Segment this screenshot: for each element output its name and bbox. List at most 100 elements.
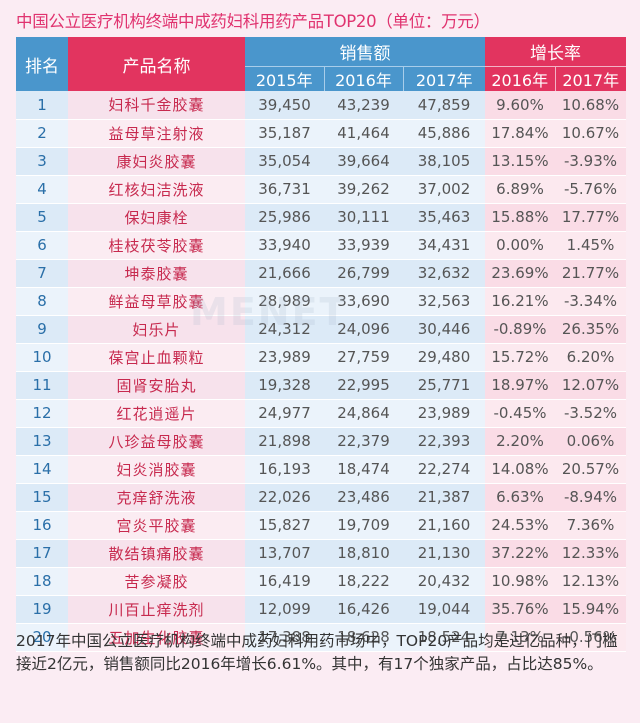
cell-sales-2017: 23,989 xyxy=(403,399,485,428)
cell-sales-2016: 41,464 xyxy=(324,119,403,148)
cell-sales-2017: 21,387 xyxy=(403,483,485,512)
table-row: 12 红花逍遥片 24,977 24,864 23,989 -0.45% -3.52% xyxy=(16,399,626,428)
cell-product-name: 五加生化胶囊 xyxy=(68,623,245,652)
cell-sales-2016: 22,379 xyxy=(324,427,403,456)
cell-product-name: 鲜益母草胶囊 xyxy=(68,287,245,316)
cell-sales-2017: 35,463 xyxy=(403,203,485,232)
table-body: 1 妇科千金胶囊 39,450 43,239 47,859 9.60% 10.68% 2 益母草… xyxy=(16,91,626,652)
table-row: 2 益母草注射液 35,187 41,464 45,886 17.84% 10.67% xyxy=(16,119,626,148)
cell-growth-2017: 20.57% xyxy=(555,455,626,484)
cell-rank: 5 xyxy=(16,203,68,232)
cell-growth-2017: 1.45% xyxy=(555,231,626,260)
cell-sales-2017: 29,480 xyxy=(403,343,485,372)
table-row: 17 散结镇痛胶囊 13,707 18,810 21,130 37.22% 12.33% xyxy=(16,539,626,568)
cell-rank: 17 xyxy=(16,539,68,568)
cell-sales-2016: 24,864 xyxy=(324,399,403,428)
cell-product-name: 妇炎消胶囊 xyxy=(68,455,245,484)
cell-product-name: 康妇炎胶囊 xyxy=(68,147,245,176)
header-rank: 排名 xyxy=(16,37,68,91)
cell-product-name: 八珍益母胶囊 xyxy=(68,427,245,456)
cell-product-name: 保妇康栓 xyxy=(68,203,245,232)
cell-growth-2016: 17.84% xyxy=(485,119,555,148)
cell-sales-2017: 21,130 xyxy=(403,539,485,568)
cell-sales-2016: 18,810 xyxy=(324,539,403,568)
cell-growth-2016: 6.89% xyxy=(485,175,555,204)
cell-sales-2016: 43,239 xyxy=(324,91,403,120)
cell-sales-2016: 39,262 xyxy=(324,175,403,204)
cell-rank: 14 xyxy=(16,455,68,484)
cell-sales-2015: 35,187 xyxy=(245,119,324,148)
cell-sales-2016: 33,690 xyxy=(324,287,403,316)
cell-sales-2015: 19,328 xyxy=(245,371,324,400)
cell-sales-2015: 21,898 xyxy=(245,427,324,456)
cell-product-name: 苦参凝胶 xyxy=(68,567,245,596)
cell-growth-2017: -3.52% xyxy=(555,399,626,428)
table-row: 8 鲜益母草胶囊 28,989 33,690 32,563 16.21% -3.34% xyxy=(16,287,626,316)
cell-growth-2017: 10.68% xyxy=(555,91,626,120)
cell-growth-2017: 12.33% xyxy=(555,539,626,568)
table-row: 4 红核妇洁洗液 36,731 39,262 37,002 6.89% -5.76% xyxy=(16,175,626,204)
cell-growth-2017: 21.77% xyxy=(555,259,626,288)
cell-rank: 2 xyxy=(16,119,68,148)
table-header-row: 排名 产品名称 销售额 增长率 xyxy=(16,37,626,91)
cell-growth-2017: 26.35% xyxy=(555,315,626,344)
cell-sales-2016: 23,486 xyxy=(324,483,403,512)
cell-rank: 7 xyxy=(16,259,68,288)
cell-growth-2016: 23.69% xyxy=(485,259,555,288)
header-name: 产品名称 xyxy=(68,37,245,91)
cell-growth-2016: 15.88% xyxy=(485,203,555,232)
cell-product-name: 散结镇痛胶囊 xyxy=(68,539,245,568)
cell-growth-2016: 16.21% xyxy=(485,287,555,316)
cell-rank: 11 xyxy=(16,371,68,400)
cell-growth-2017: 7.36% xyxy=(555,511,626,540)
cell-sales-2017: 34,431 xyxy=(403,231,485,260)
table-row: 15 克痒舒洗液 22,026 23,486 21,387 6.63% -8.94% xyxy=(16,483,626,512)
cell-sales-2015: 22,026 xyxy=(245,483,324,512)
cell-sales-2015: 13,707 xyxy=(245,539,324,568)
cell-growth-2016: 7.13% xyxy=(485,623,555,652)
cell-growth-2016: 6.63% xyxy=(485,483,555,512)
table-row: 19 川百止痒洗剂 12,099 16,426 19,044 35.76% 15.94% xyxy=(16,595,626,624)
cell-sales-2016: 30,111 xyxy=(324,203,403,232)
cell-growth-2017: -3.93% xyxy=(555,147,626,176)
cell-growth-2017: -0.56% xyxy=(555,623,626,652)
cell-sales-2016: 24,096 xyxy=(324,315,403,344)
cell-growth-2016: 18.97% xyxy=(485,371,555,400)
cell-sales-2016: 18,628 xyxy=(324,623,403,652)
cell-rank: 6 xyxy=(16,231,68,260)
cell-sales-2016: 27,759 xyxy=(324,343,403,372)
header-sales: 销售额 xyxy=(245,37,485,67)
cell-sales-2017: 38,105 xyxy=(403,147,485,176)
table-row: 13 八珍益母胶囊 21,898 22,379 22,393 2.20% 0.06% xyxy=(16,427,626,456)
cell-growth-2017: 17.77% xyxy=(555,203,626,232)
cell-sales-2017: 37,002 xyxy=(403,175,485,204)
cell-sales-2015: 24,312 xyxy=(245,315,324,344)
header-growth-year: 2017年 xyxy=(554,66,626,91)
table-row: 5 保妇康栓 25,986 30,111 35,463 15.88% 17.77% xyxy=(16,203,626,232)
cell-rank: 20 xyxy=(16,623,68,652)
cell-product-name: 坤泰胶囊 xyxy=(68,259,245,288)
table-row: 10 葆宫止血颗粒 23,989 27,759 29,480 15.72% 6.20% xyxy=(16,343,626,372)
cell-sales-2017: 21,160 xyxy=(403,511,485,540)
table-row: 16 宫炎平胶囊 15,827 19,709 21,160 24.53% 7.36% xyxy=(16,511,626,540)
cell-growth-2017: -3.34% xyxy=(555,287,626,316)
cell-rank: 8 xyxy=(16,287,68,316)
cell-product-name: 益母草注射液 xyxy=(68,119,245,148)
cell-sales-2017: 25,771 xyxy=(403,371,485,400)
cell-sales-2015: 21,666 xyxy=(245,259,324,288)
cell-product-name: 固肾安胎丸 xyxy=(68,371,245,400)
footer-note: 2017年中国公立医疗机构终端中成药妇科用药市场中，TOP20产品均是过亿品种，… xyxy=(16,632,618,673)
cell-rank: 16 xyxy=(16,511,68,540)
cell-sales-2016: 18,222 xyxy=(324,567,403,596)
cell-growth-2016: 35.76% xyxy=(485,595,555,624)
cell-sales-2015: 33,940 xyxy=(245,231,324,260)
cell-sales-2015: 17,388 xyxy=(245,623,324,652)
cell-product-name: 妇科千金胶囊 xyxy=(68,91,245,120)
header-growth: 增长率 xyxy=(485,37,626,67)
cell-sales-2017: 18,524 xyxy=(403,623,485,652)
cell-sales-2015: 15,827 xyxy=(245,511,324,540)
cell-rank: 13 xyxy=(16,427,68,456)
cell-sales-2017: 22,393 xyxy=(403,427,485,456)
cell-sales-2015: 25,986 xyxy=(245,203,324,232)
header-sales-year: 2015年 xyxy=(245,66,324,91)
